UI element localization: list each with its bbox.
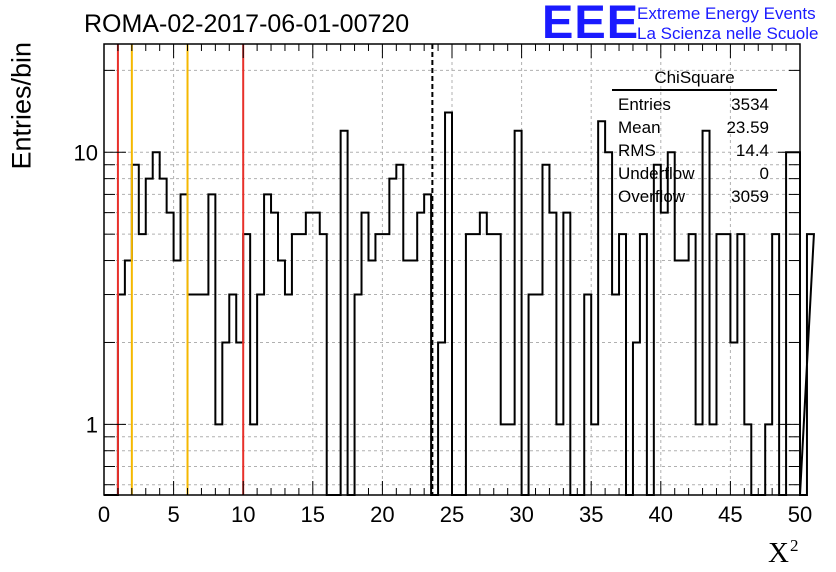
x-tick-label: 25: [440, 502, 464, 527]
stats-row-mean: Mean 23.59: [612, 116, 777, 139]
stats-row-rms: RMS 14.4: [612, 139, 777, 162]
stats-box: ChiSquare Entries 3534 Mean 23.59 RMS 14.4 …: [612, 66, 777, 208]
eee-logo: EEE: [542, 0, 640, 48]
x-tick-label: 10: [231, 502, 255, 527]
stats-label: Mean: [618, 118, 661, 137]
stats-value: 3059: [731, 187, 769, 206]
x-axis-label: X2: [768, 536, 799, 569]
stats-label: Underflow: [618, 164, 695, 183]
stats-value: 14.4: [735, 141, 769, 160]
x-tick-label: 5: [167, 502, 179, 527]
stats-label: RMS: [618, 141, 656, 160]
stats-title: ChiSquare: [612, 66, 777, 91]
stats-row-underflow: Underflow 0: [612, 162, 777, 185]
x-tick-label: 50: [788, 502, 812, 527]
stats-value: 23.59: [726, 118, 769, 137]
x-tick-label: 20: [370, 502, 394, 527]
x-tick-label: 30: [509, 502, 533, 527]
logo-line-2: La Scienza nelle Scuole: [637, 24, 819, 43]
stats-row-entries: Entries 3534: [612, 93, 777, 116]
x-tick-label: 45: [718, 502, 742, 527]
logo-line-1: Extreme Energy Events: [637, 4, 816, 23]
x-tick-label: 0: [98, 502, 110, 527]
chart-title: ROMA-02-2017-06-01-00720: [84, 10, 410, 38]
stats-value: 3534: [731, 95, 769, 114]
x-tick-label: 15: [301, 502, 325, 527]
stats-label: Overflow: [618, 187, 686, 206]
stats-label: Entries: [618, 95, 671, 114]
stats-value: 0: [759, 164, 769, 183]
stats-row-overflow: Overflow 3059: [612, 185, 777, 208]
y-axis-label: Entries/bin: [6, 41, 37, 170]
y-tick-label: 1: [86, 412, 98, 437]
x-tick-label: 35: [579, 502, 603, 527]
x-tick-label: 40: [649, 502, 673, 527]
y-tick-label: 10: [74, 140, 98, 165]
